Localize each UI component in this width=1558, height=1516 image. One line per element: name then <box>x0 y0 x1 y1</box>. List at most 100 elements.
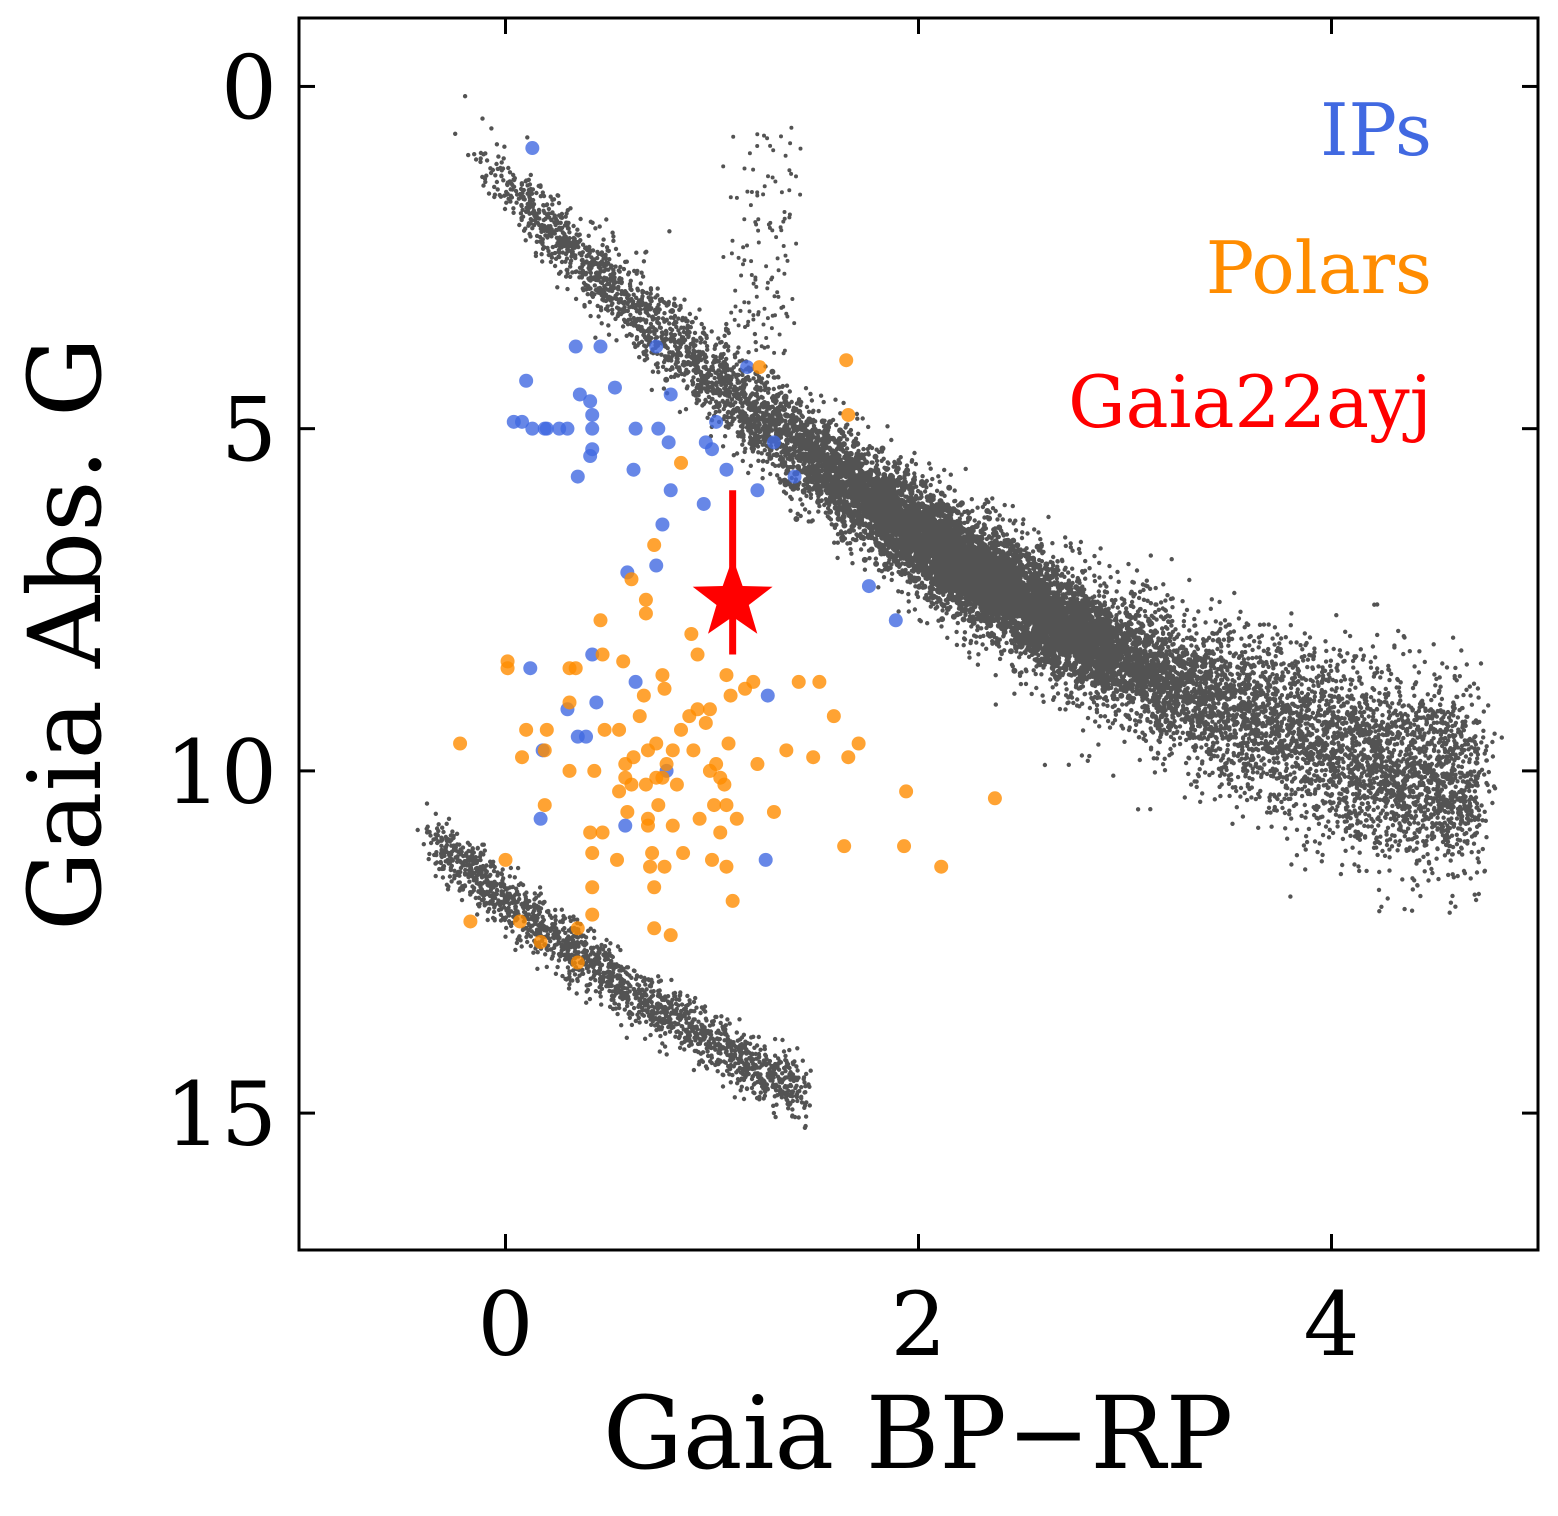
data-point-polars <box>570 955 585 970</box>
data-point-polars <box>624 777 639 792</box>
data-point-polars <box>595 825 610 840</box>
series-polars <box>453 353 1002 970</box>
data-point-ips <box>583 394 598 409</box>
data-point-polars <box>702 702 717 717</box>
legend-label-polars: Polars <box>1206 226 1432 310</box>
data-point-ips <box>560 421 575 436</box>
data-point-polars <box>612 784 627 799</box>
data-point-polars <box>719 668 734 683</box>
data-point-polars <box>686 743 701 758</box>
data-point-polars <box>587 763 602 778</box>
y-tick-label: 0 <box>221 36 277 139</box>
data-point-polars <box>812 674 827 689</box>
data-point-polars <box>562 695 577 710</box>
data-point-polars <box>640 743 655 758</box>
data-point-polars <box>897 839 912 854</box>
data-point-ips <box>740 360 755 375</box>
data-point-ips <box>661 435 676 450</box>
data-point-polars <box>597 722 612 737</box>
data-point-polars <box>616 654 631 669</box>
data-point-polars <box>636 688 651 703</box>
data-point-polars <box>841 750 856 765</box>
data-point-polars <box>791 674 806 689</box>
data-point-polars <box>638 777 653 792</box>
data-point-polars <box>713 825 728 840</box>
data-point-ips <box>705 442 719 457</box>
legend-label-target: Gaia22ayj <box>1068 360 1432 444</box>
data-point-ips <box>649 339 664 354</box>
data-point-polars <box>632 709 647 724</box>
data-point-polars <box>779 743 794 758</box>
data-point-polars <box>717 777 732 792</box>
data-point-ips <box>649 558 664 573</box>
data-point-polars <box>851 736 866 751</box>
data-point-polars <box>707 798 722 813</box>
data-point-polars <box>537 798 552 813</box>
data-point-polars <box>610 852 625 867</box>
data-point-ips <box>628 421 643 436</box>
x-tick-label: 2 <box>891 1273 947 1376</box>
data-point-ips <box>525 421 540 436</box>
data-point-polars <box>651 798 666 813</box>
data-point-ips <box>888 613 903 628</box>
data-point-ips <box>709 414 724 429</box>
data-point-ips <box>663 387 678 402</box>
data-point-polars <box>738 681 753 696</box>
axis-ticks <box>299 18 1538 1250</box>
series-layer <box>453 141 1002 970</box>
data-point-polars <box>533 935 548 949</box>
data-point-polars <box>539 722 554 737</box>
data-point-polars <box>515 750 530 765</box>
data-point-ips <box>593 339 608 354</box>
data-point-polars <box>663 928 678 943</box>
data-point-ips <box>618 818 633 833</box>
data-point-polars <box>841 407 856 422</box>
data-point-ips <box>585 421 600 436</box>
target-star-marker <box>692 557 773 634</box>
data-point-polars <box>705 852 719 867</box>
data-point-polars <box>595 647 610 662</box>
data-point-polars <box>512 914 527 929</box>
x-tick-label: 4 <box>1304 1273 1360 1376</box>
data-point-polars <box>537 743 552 758</box>
data-point-ips <box>760 688 775 703</box>
data-point-polars <box>453 736 468 751</box>
data-point-ips <box>539 421 554 436</box>
y-tick-label: 5 <box>221 379 277 482</box>
data-point-polars <box>562 763 577 778</box>
data-point-polars <box>684 627 699 641</box>
data-point-polars <box>766 804 781 819</box>
data-point-polars <box>585 880 600 895</box>
legend-label-ips: IPs <box>1320 88 1432 172</box>
data-point-polars <box>638 592 653 607</box>
data-point-ips <box>719 462 734 477</box>
data-point-polars <box>729 811 744 826</box>
data-point-ips <box>626 462 641 477</box>
data-point-polars <box>752 360 767 375</box>
data-point-polars <box>665 743 680 758</box>
data-point-polars <box>692 811 707 826</box>
data-point-ips <box>523 661 538 676</box>
data-point-polars <box>593 613 608 628</box>
tick-labels: 0 2 4 0 5 10 15 <box>165 36 1359 1376</box>
data-point-ips <box>589 695 604 710</box>
data-point-ips <box>655 517 670 532</box>
data-point-polars <box>463 914 478 929</box>
data-point-polars <box>498 852 513 867</box>
data-point-ips <box>525 141 540 156</box>
data-point-ips <box>750 483 765 498</box>
data-point-polars <box>620 804 635 819</box>
data-point-polars <box>585 846 600 861</box>
y-axis-label: Gaia Abs. G <box>7 337 124 931</box>
data-point-polars <box>655 668 670 683</box>
data-point-polars <box>665 818 680 833</box>
data-point-ips <box>628 674 643 689</box>
data-point-polars <box>647 880 662 895</box>
data-point-ips <box>572 387 587 402</box>
data-point-polars <box>624 572 639 587</box>
data-point-polars <box>676 846 691 861</box>
data-point-polars <box>645 846 660 861</box>
data-point-polars <box>638 606 653 621</box>
data-point-polars <box>702 763 717 778</box>
